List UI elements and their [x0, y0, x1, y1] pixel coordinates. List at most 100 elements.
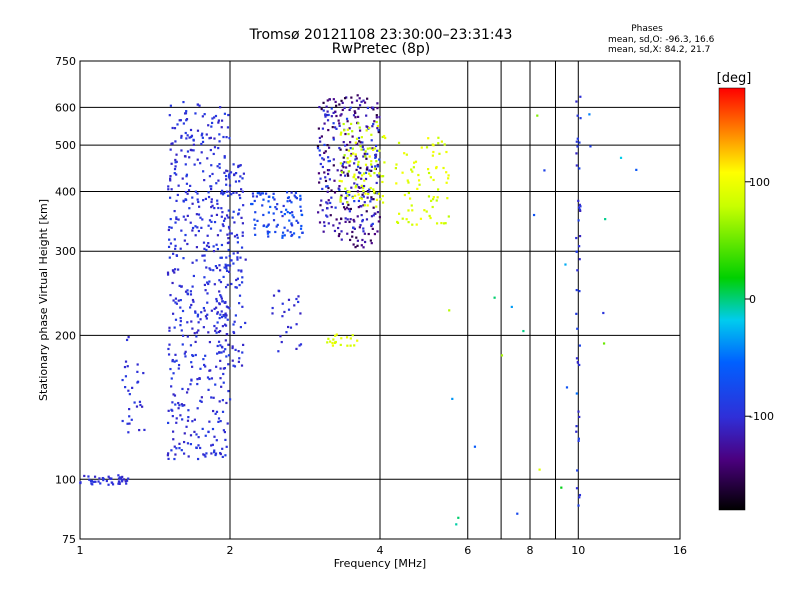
data-point — [223, 430, 226, 434]
data-point — [334, 100, 337, 104]
data-point — [281, 236, 284, 239]
data-point — [340, 337, 343, 340]
data-point — [411, 223, 414, 226]
data-point — [170, 449, 173, 452]
data-point — [222, 350, 225, 353]
data-point — [215, 365, 218, 368]
data-point — [342, 166, 345, 169]
data-point — [337, 119, 340, 122]
data-point — [575, 312, 578, 315]
data-point — [369, 186, 372, 190]
data-point — [193, 430, 196, 433]
data-point — [220, 351, 223, 354]
data-point — [211, 172, 214, 176]
data-point — [283, 212, 286, 216]
data-point — [178, 119, 181, 122]
data-point — [219, 280, 223, 284]
data-point — [500, 354, 504, 357]
data-point — [432, 144, 435, 147]
data-point — [360, 174, 364, 177]
data-point — [241, 222, 245, 225]
data-point — [202, 199, 205, 202]
data-point — [242, 172, 245, 175]
data-point — [343, 97, 347, 100]
data-point — [271, 312, 274, 315]
data-point — [199, 399, 202, 402]
data-point — [358, 140, 361, 143]
data-point — [335, 218, 338, 221]
data-point — [231, 216, 234, 219]
data-point — [429, 176, 432, 179]
data-point — [457, 516, 460, 519]
data-point — [341, 108, 344, 112]
data-point — [215, 266, 219, 270]
data-point — [225, 333, 228, 336]
data-point — [370, 133, 373, 136]
data-point — [358, 104, 362, 107]
data-point — [223, 171, 226, 174]
data-point — [185, 137, 188, 140]
data-point — [333, 191, 337, 194]
data-point — [234, 171, 238, 175]
data-point — [217, 121, 220, 124]
data-point — [578, 203, 581, 206]
data-point — [328, 178, 331, 181]
data-point — [189, 148, 192, 151]
data-point — [206, 313, 209, 316]
data-point — [175, 359, 178, 362]
data-point — [217, 119, 220, 122]
data-point — [328, 98, 332, 101]
data-point — [223, 191, 226, 195]
data-point — [200, 151, 203, 154]
data-point — [349, 147, 352, 150]
data-point — [295, 219, 298, 222]
data-point — [317, 211, 320, 214]
data-point — [425, 146, 429, 149]
data-point — [261, 204, 264, 207]
data-point — [212, 152, 215, 156]
data-point — [354, 246, 357, 249]
data-point — [579, 95, 582, 98]
data-point — [241, 276, 244, 279]
data-point — [208, 420, 211, 423]
data-point — [189, 184, 192, 187]
data-point — [208, 137, 211, 140]
data-point — [228, 398, 232, 401]
data-point — [332, 111, 335, 115]
data-point — [348, 164, 351, 167]
data-point — [348, 127, 351, 130]
data-point — [323, 143, 326, 147]
data-point — [126, 365, 129, 368]
data-point — [322, 109, 325, 112]
data-point — [279, 335, 282, 338]
data-point — [366, 125, 369, 129]
data-point — [266, 232, 270, 235]
data-point — [218, 166, 221, 169]
data-point — [186, 292, 189, 295]
data-point — [334, 206, 337, 209]
data-point — [180, 403, 183, 406]
data-point — [575, 487, 579, 490]
data-point — [173, 394, 177, 397]
data-point — [317, 127, 320, 130]
data-point — [347, 170, 350, 173]
data-point — [167, 228, 170, 232]
data-point — [369, 239, 372, 242]
data-point — [185, 110, 188, 113]
data-point — [210, 377, 214, 380]
data-point — [194, 225, 197, 228]
data-point — [353, 110, 356, 113]
data-point — [214, 114, 218, 118]
data-point — [365, 129, 368, 132]
data-point — [166, 273, 170, 276]
data-point — [177, 401, 180, 405]
data-point — [238, 294, 242, 297]
data-point — [417, 173, 420, 177]
data-point — [220, 192, 223, 195]
data-point — [136, 370, 139, 373]
data-point — [171, 269, 175, 272]
data-point — [339, 343, 342, 347]
data-point — [340, 171, 344, 174]
data-point — [225, 190, 229, 193]
data-point — [209, 148, 212, 152]
